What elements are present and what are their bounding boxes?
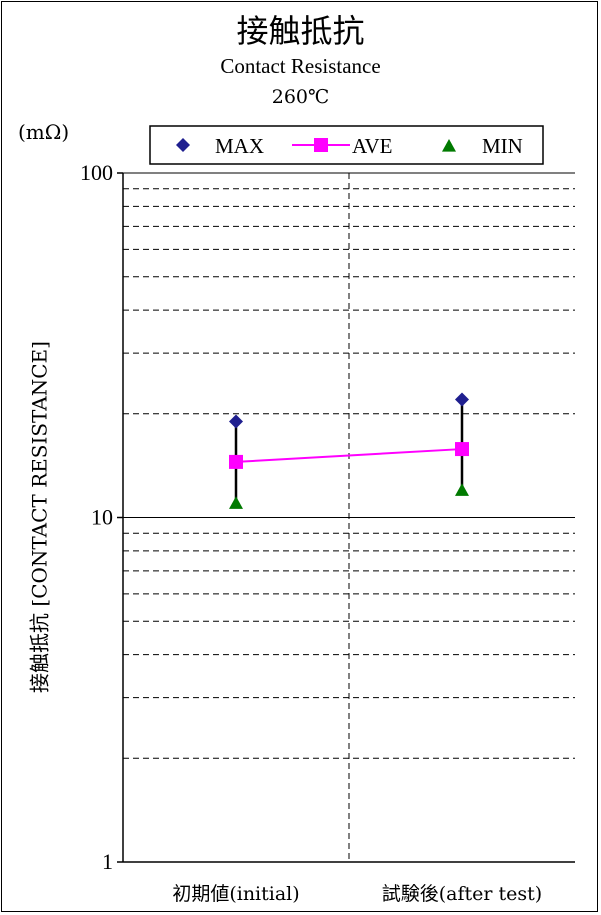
legend-marker-max xyxy=(176,138,190,152)
marker-max xyxy=(455,392,469,407)
marker-ave xyxy=(455,442,469,457)
legend-marker-min xyxy=(442,139,456,152)
chart-subtitle: Contact Resistance xyxy=(220,54,381,78)
y-tick-label: 1 xyxy=(102,849,113,874)
legend-label-max: MAX xyxy=(215,134,264,158)
y-unit-label: (mΩ) xyxy=(18,120,70,144)
legend-label-ave: AVE xyxy=(352,134,392,158)
marker-ave xyxy=(229,454,243,469)
y-tick-label: 10 xyxy=(91,505,113,530)
legend-label-min: MIN xyxy=(482,134,523,158)
y-tick-label: 100 xyxy=(80,160,113,185)
legend-marker-ave xyxy=(314,138,328,152)
x-tick-label: 試験後(after test) xyxy=(382,883,542,905)
series-line-ave xyxy=(235,448,463,463)
chart-condition: 260℃ xyxy=(271,86,330,108)
chart-title: 接触抵抗 xyxy=(236,12,365,50)
marker-min xyxy=(229,496,243,509)
x-tick-label: 初期値(initial) xyxy=(172,883,299,905)
marker-min xyxy=(455,483,469,496)
marker-max xyxy=(229,414,243,429)
